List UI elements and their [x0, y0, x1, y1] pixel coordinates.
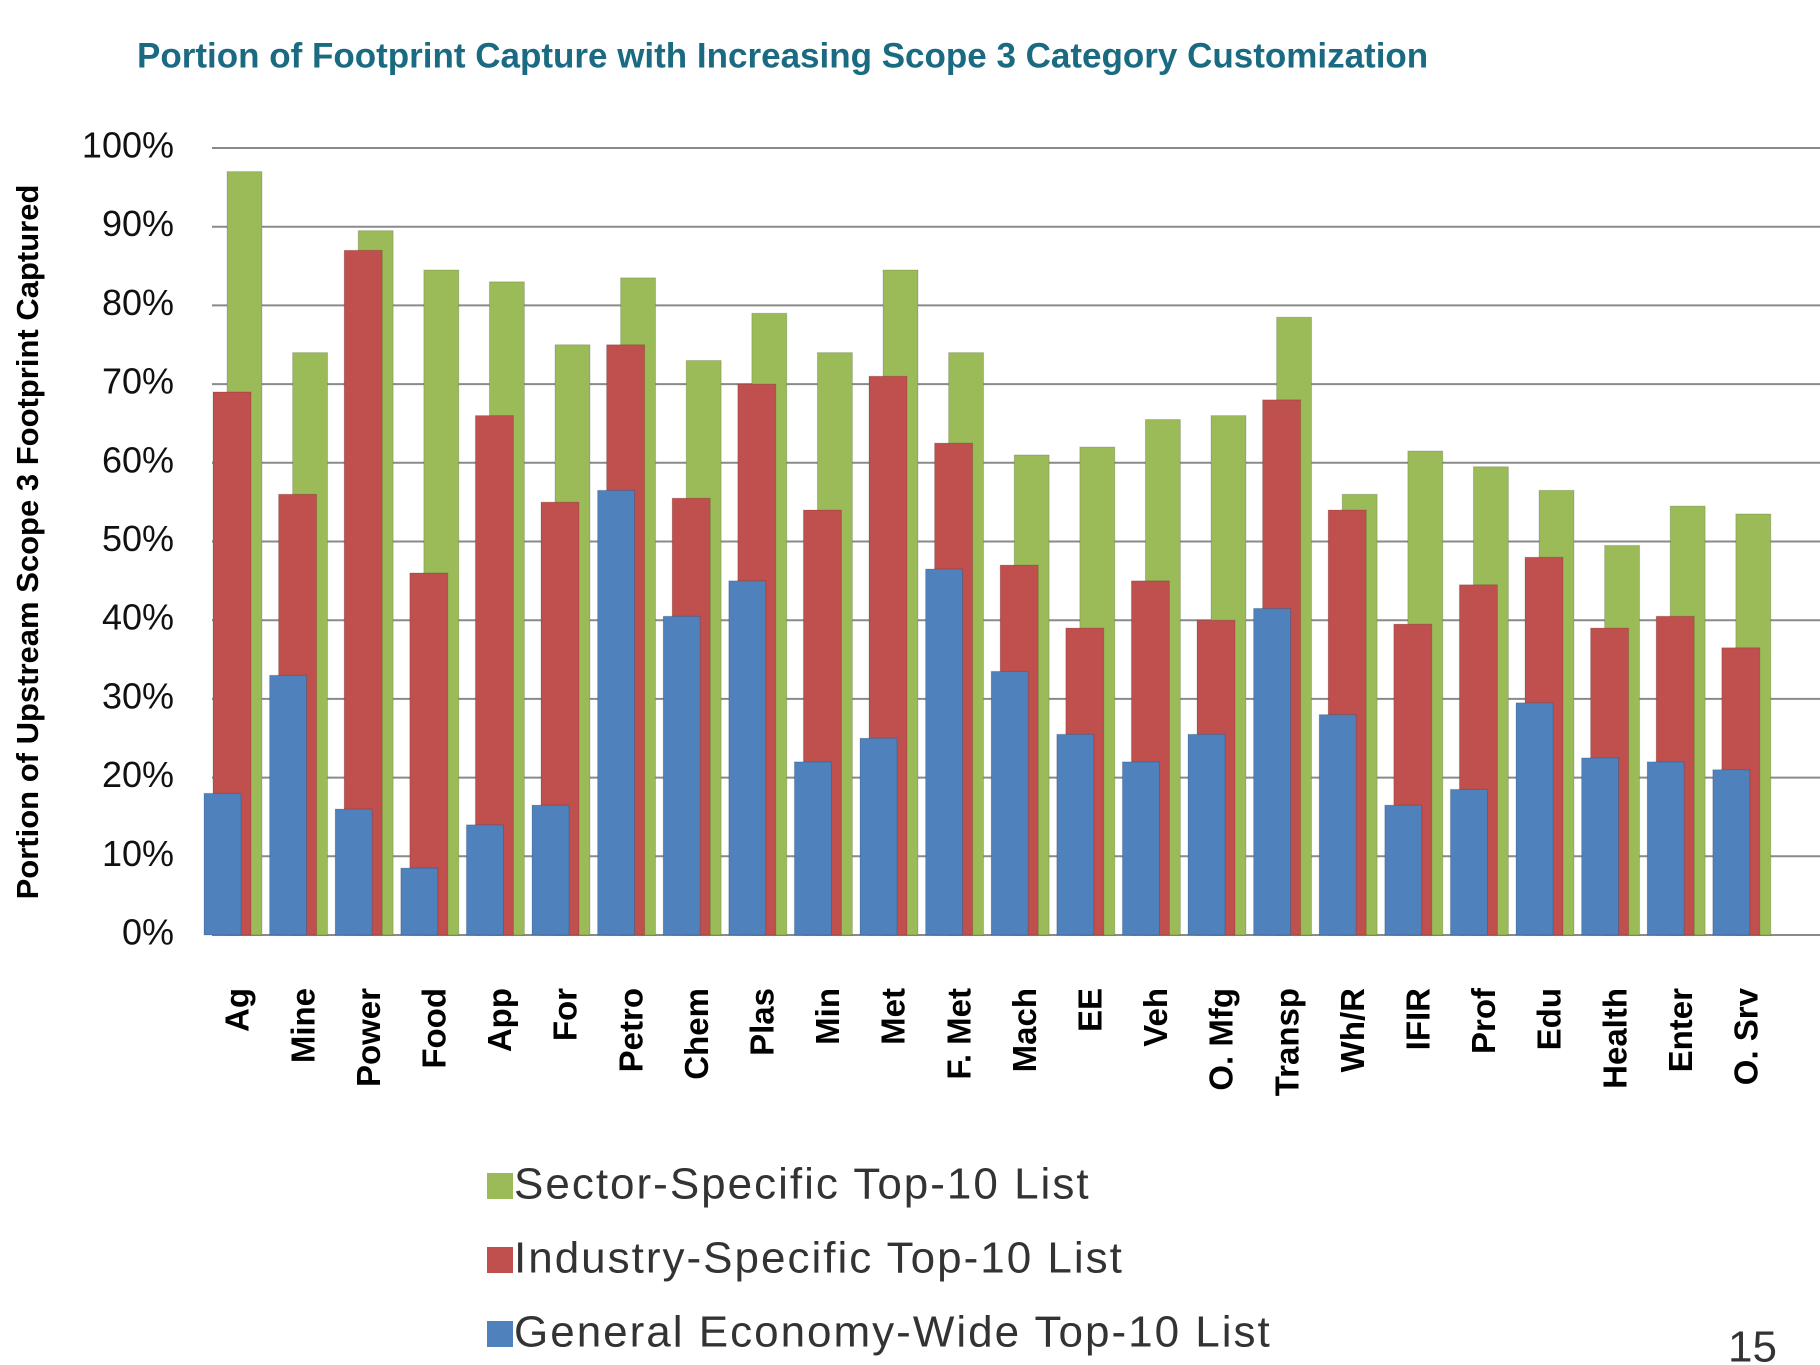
legend-swatch [487, 1247, 513, 1273]
bar [531, 804, 570, 936]
x-tick-label: IFIR [1400, 988, 1437, 1050]
y-tick-label: 100% [82, 125, 174, 166]
y-tick-label: 80% [102, 282, 174, 323]
y-tick-label: 10% [102, 833, 174, 874]
bar [662, 615, 701, 936]
bar [400, 867, 439, 936]
bar [1515, 702, 1554, 936]
x-tick-label: Prof [1465, 987, 1502, 1054]
x-tick-label: Edu [1531, 988, 1568, 1050]
y-axis-title: Portion of Upstream Scope 3 Footprint Ca… [10, 185, 45, 900]
bar [728, 580, 767, 936]
x-tick-label: Ag [219, 988, 256, 1032]
x-tick-label: For [547, 988, 584, 1041]
legend-label: General Economy-Wide Top-10 List [514, 1308, 1272, 1357]
x-tick-label: Food [416, 988, 453, 1069]
legend-label: Sector-Specific Top-10 List [514, 1160, 1091, 1209]
bar [925, 568, 964, 936]
y-tick-label: 30% [102, 675, 174, 716]
legend-label: Industry-Specific Top-10 List [514, 1234, 1124, 1283]
y-tick-label: 40% [102, 597, 174, 638]
bar [1187, 733, 1226, 936]
x-tick-label: Transp [1268, 988, 1305, 1096]
x-tick-label: Enter [1662, 988, 1699, 1073]
bar [597, 489, 636, 936]
x-tick-label: Petro [612, 988, 649, 1072]
legend-swatch [487, 1173, 513, 1199]
bar [793, 761, 832, 936]
bar [1318, 714, 1357, 936]
x-tick-label: Health [1596, 988, 1633, 1089]
y-tick-label: 90% [102, 203, 174, 244]
bar [1646, 761, 1685, 936]
bar [1581, 757, 1620, 936]
y-tick-label: 20% [102, 754, 174, 795]
bar [465, 824, 504, 936]
x-tick-label: Power [350, 988, 387, 1087]
x-tick-label: Chem [678, 988, 715, 1080]
y-tick-label: 70% [102, 361, 174, 402]
bar [203, 792, 242, 936]
bar [1712, 769, 1751, 936]
x-tick-label: Plas [744, 988, 781, 1056]
bar [1056, 733, 1095, 936]
x-tick-label: F. Met [940, 988, 977, 1080]
bar [859, 737, 898, 936]
x-tick-label: App [481, 988, 518, 1052]
bar [1384, 804, 1423, 936]
bar [269, 674, 308, 936]
bar [990, 670, 1029, 936]
x-tick-label: Mach [1006, 988, 1043, 1072]
y-tick-label: 50% [102, 518, 174, 559]
x-tick-label: Min [809, 988, 846, 1045]
page-number: 15 [1728, 1323, 1777, 1365]
x-tick-label: O. Srv [1728, 987, 1765, 1085]
x-tick-label: Met [875, 988, 912, 1045]
bar [1121, 761, 1160, 936]
bar [1253, 607, 1292, 936]
x-tick-label: EE [1072, 988, 1109, 1032]
bar [334, 808, 373, 936]
x-tick-label: Wh/R [1334, 988, 1371, 1072]
legend-swatch [487, 1321, 513, 1347]
x-tick-label: O. Mfg [1203, 988, 1240, 1091]
x-tick-label: Mine [284, 988, 321, 1063]
chart-title: Portion of Footprint Capture with Increa… [137, 36, 1428, 75]
y-tick-label: 0% [122, 912, 174, 953]
bar [1449, 788, 1488, 936]
y-tick-label: 60% [102, 439, 174, 480]
x-tick-label: Veh [1137, 988, 1174, 1047]
